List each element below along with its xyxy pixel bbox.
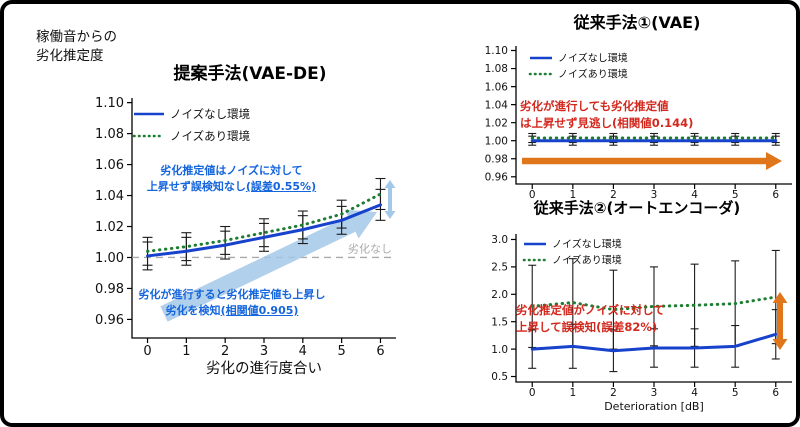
- svg-text:1.02: 1.02: [485, 117, 508, 129]
- svg-text:1.04: 1.04: [485, 99, 509, 111]
- svg-text:1.08: 1.08: [95, 127, 124, 142]
- svg-text:1: 1: [569, 387, 576, 399]
- svg-text:6: 6: [772, 189, 779, 201]
- svg-text:1.06: 1.06: [95, 158, 124, 173]
- svg-text:1.08: 1.08: [485, 63, 508, 75]
- svg-text:1.0: 1.0: [491, 344, 508, 356]
- svg-text:1: 1: [569, 189, 576, 201]
- y-axis-title-line: 稼働音からの: [36, 29, 117, 45]
- svg-text:1.04: 1.04: [95, 189, 124, 204]
- svg-text:1.02: 1.02: [95, 220, 124, 235]
- svg-text:0.96: 0.96: [485, 171, 509, 183]
- svg-text:ノイズなし環境: ノイズなし環境: [558, 52, 628, 65]
- y-axis-title-line: 劣化推定度: [36, 47, 104, 64]
- svg-text:3.0: 3.0: [491, 234, 508, 246]
- svg-text:3: 3: [651, 387, 658, 399]
- vae-chart-title: 従来手法①(VAE): [573, 13, 701, 32]
- svg-text:劣化なし: 劣化なし: [348, 241, 392, 255]
- svg-text:4: 4: [691, 189, 698, 201]
- proposed-chart-plot: 0.96 0.98 1.00 1.02 1.04 1.06 1.08 1.10 0 1 2 3 4 5 6 劣…: [95, 96, 396, 377]
- svg-text:4: 4: [299, 344, 307, 359]
- svg-text:1: 1: [182, 344, 190, 359]
- svg-text:ノイズあり環境: ノイズあり環境: [170, 129, 250, 143]
- svg-text:1.00: 1.00: [485, 135, 508, 147]
- svg-text:2: 2: [610, 189, 617, 201]
- svg-text:1.00: 1.00: [95, 251, 124, 266]
- svg-text:劣化の進行度合い: 劣化の進行度合い: [206, 360, 322, 377]
- svg-text:ノイズなし環境: ノイズなし環境: [170, 107, 250, 121]
- svg-text:3: 3: [651, 189, 658, 201]
- svg-text:0.98: 0.98: [485, 153, 508, 165]
- svg-text:1.10: 1.10: [95, 96, 124, 111]
- vae-chart-plot: 0.96 0.98 1.00 1.02 1.04 1.06 1.08 1.10 0 1 2 3 4 5 6 ノ…: [485, 45, 792, 201]
- svg-text:0.98: 0.98: [95, 282, 124, 297]
- svg-text:5: 5: [338, 344, 346, 359]
- svg-text:ノイズあり環境: ノイズあり環境: [552, 254, 622, 267]
- svg-text:ノイズあり環境: ノイズあり環境: [558, 68, 628, 81]
- svg-text:1.5: 1.5: [491, 316, 508, 328]
- autoencoder-chart-title: 従来手法②(オートエンコーダ): [533, 199, 741, 217]
- svg-text:0.96: 0.96: [95, 313, 124, 328]
- svg-text:6: 6: [772, 387, 779, 399]
- svg-text:6: 6: [376, 344, 384, 359]
- svg-text:0.5: 0.5: [491, 371, 508, 383]
- svg-text:ノイズなし環境: ノイズなし環境: [552, 238, 622, 251]
- svg-text:3: 3: [260, 344, 268, 359]
- proposed-y-axis-title: 稼働音からの 劣化推定度: [36, 28, 117, 66]
- svg-text:1.06: 1.06: [485, 81, 509, 93]
- svg-text:Deterioration [dB]: Deterioration [dB]: [604, 400, 704, 413]
- autoencoder-chart-plot: 0.5 1.0 1.5 2.0 2.5 3.0 0 1 2 3 4 5 6 Deterioration […: [491, 234, 792, 413]
- svg-text:4: 4: [691, 387, 698, 399]
- svg-text:2: 2: [221, 344, 229, 359]
- svg-text:0: 0: [143, 344, 151, 359]
- svg-text:0: 0: [529, 387, 536, 399]
- svg-text:1.10: 1.10: [485, 45, 508, 57]
- proposed-chart-title: 提案手法(VAE-DE): [173, 64, 327, 84]
- svg-text:2.5: 2.5: [491, 262, 508, 274]
- svg-text:5: 5: [732, 387, 739, 399]
- svg-text:0: 0: [529, 189, 536, 201]
- svg-text:2.0: 2.0: [491, 289, 508, 301]
- svg-text:2: 2: [610, 387, 617, 399]
- svg-text:5: 5: [732, 189, 739, 201]
